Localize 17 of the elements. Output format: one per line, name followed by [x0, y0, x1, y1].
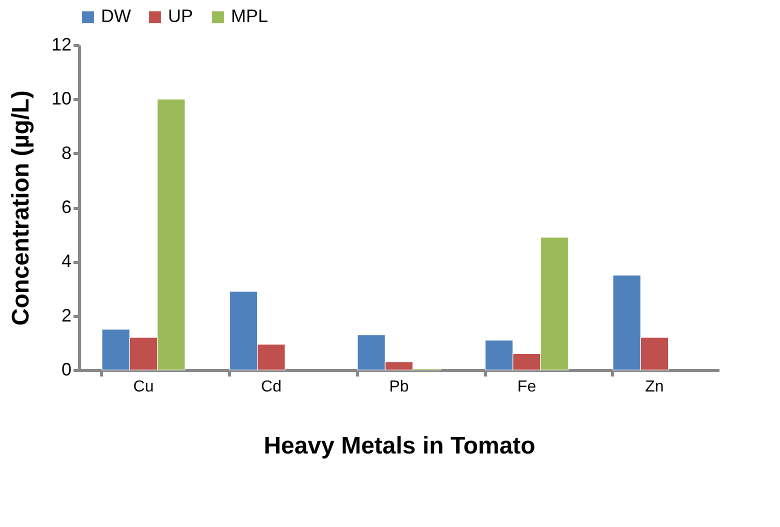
y-tick-label: 12: [51, 34, 72, 54]
y-tick-label: 8: [61, 142, 72, 163]
y-tick-label: 2: [61, 305, 72, 326]
y-tick-label: 6: [61, 197, 72, 217]
legend-label: DW: [101, 6, 131, 26]
y-tick-label: 4: [61, 251, 72, 272]
x-tick-label: Cd: [261, 378, 282, 396]
y-tick-label: 0: [61, 360, 72, 380]
x-tick-label: Fe: [517, 378, 536, 396]
x-tick-label: Zn: [645, 378, 664, 396]
legend-label: UP: [168, 6, 194, 26]
x-tick-label: Cu: [133, 378, 154, 396]
x-tick-label: Pb: [389, 378, 409, 396]
y-tick-label: 10: [51, 88, 72, 109]
legend-label: MPL: [231, 6, 268, 26]
x-axis-title: Heavy Metals in Tomato: [264, 432, 536, 460]
y-axis-title: Concentration (µg/L): [7, 90, 34, 326]
